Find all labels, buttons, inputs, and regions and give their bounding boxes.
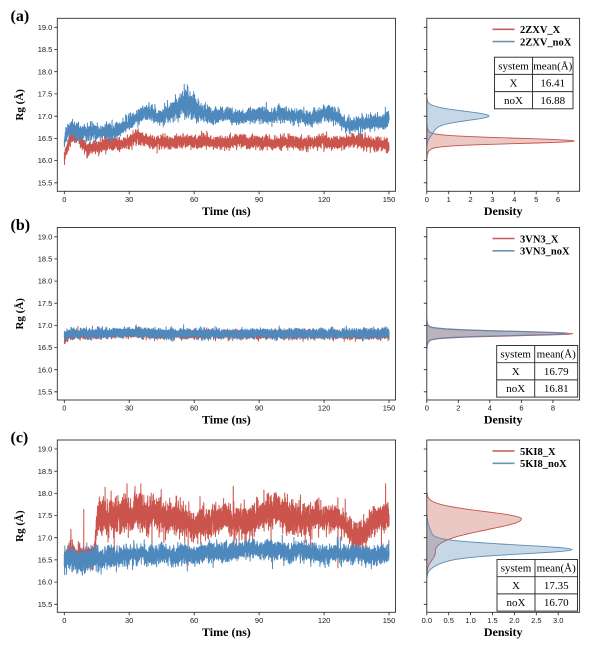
svg-text:150: 150 — [383, 616, 396, 625]
svg-text:Density: Density — [484, 625, 523, 639]
svg-text:16.0: 16.0 — [38, 156, 53, 165]
svg-text:mean(Å): mean(Å) — [533, 60, 572, 72]
svg-text:150: 150 — [383, 404, 396, 413]
svg-text:5KI8_noX: 5KI8_noX — [520, 459, 567, 470]
svg-text:17.0: 17.0 — [38, 533, 53, 542]
svg-text:(a): (a) — [11, 8, 30, 25]
svg-text:Rg (Å): Rg (Å) — [14, 510, 26, 542]
svg-text:30: 30 — [125, 404, 133, 413]
svg-text:18.0: 18.0 — [38, 67, 53, 76]
svg-text:3.0: 3.0 — [553, 616, 563, 625]
svg-text:3: 3 — [490, 195, 494, 204]
svg-text:5KI8_X: 5KI8_X — [520, 447, 556, 458]
svg-text:16.5: 16.5 — [38, 556, 53, 565]
svg-text:2: 2 — [456, 404, 460, 413]
svg-text:6: 6 — [519, 404, 523, 413]
svg-text:mean(Å): mean(Å) — [537, 349, 576, 361]
svg-text:X: X — [512, 580, 520, 592]
svg-text:3VN3_X: 3VN3_X — [520, 234, 559, 245]
svg-text:Rg (Å): Rg (Å) — [14, 298, 26, 330]
svg-text:18.5: 18.5 — [38, 45, 53, 54]
svg-text:17.35: 17.35 — [544, 580, 569, 592]
svg-text:Density: Density — [484, 413, 523, 427]
svg-text:5: 5 — [534, 195, 538, 204]
svg-text:17.0: 17.0 — [38, 112, 53, 121]
svg-text:16.0: 16.0 — [38, 578, 53, 587]
svg-text:Time (ns): Time (ns) — [202, 625, 251, 639]
svg-text:18.5: 18.5 — [38, 255, 53, 264]
svg-text:16.88: 16.88 — [540, 95, 565, 107]
svg-text:0.0: 0.0 — [422, 616, 432, 625]
svg-text:16.79: 16.79 — [544, 366, 569, 378]
svg-text:1.5: 1.5 — [487, 616, 497, 625]
svg-text:Rg (Å): Rg (Å) — [14, 89, 26, 121]
svg-text:30: 30 — [125, 616, 133, 625]
svg-text:30: 30 — [125, 195, 133, 204]
svg-text:Time (ns): Time (ns) — [202, 204, 251, 218]
svg-text:Time (ns): Time (ns) — [202, 413, 251, 427]
svg-text:Density: Density — [484, 204, 523, 218]
svg-text:1.0: 1.0 — [465, 616, 475, 625]
svg-text:17.5: 17.5 — [38, 511, 53, 520]
svg-text:16.81: 16.81 — [544, 383, 569, 395]
svg-text:system: system — [498, 60, 529, 72]
svg-text:120: 120 — [318, 404, 331, 413]
svg-text:0.5: 0.5 — [443, 616, 453, 625]
svg-text:17.0: 17.0 — [38, 321, 53, 330]
svg-text:90: 90 — [255, 195, 263, 204]
svg-text:16.0: 16.0 — [38, 365, 53, 374]
svg-text:18.5: 18.5 — [38, 467, 53, 476]
svg-text:8: 8 — [551, 404, 555, 413]
svg-text:60: 60 — [190, 195, 198, 204]
svg-text:120: 120 — [318, 616, 331, 625]
svg-text:noX: noX — [506, 383, 525, 395]
svg-text:X: X — [512, 366, 520, 378]
svg-text:(c): (c) — [11, 430, 29, 447]
svg-text:60: 60 — [190, 616, 198, 625]
svg-text:16.5: 16.5 — [38, 343, 53, 352]
svg-text:2.5: 2.5 — [531, 616, 541, 625]
svg-text:3VN3_noX: 3VN3_noX — [520, 247, 570, 258]
svg-text:90: 90 — [255, 616, 263, 625]
svg-text:60: 60 — [190, 404, 198, 413]
svg-text:19.0: 19.0 — [38, 232, 53, 241]
svg-text:mean(Å): mean(Å) — [537, 563, 576, 575]
svg-text:0: 0 — [62, 195, 66, 204]
svg-text:0: 0 — [62, 404, 66, 413]
svg-text:2: 2 — [469, 195, 473, 204]
svg-text:17.5: 17.5 — [38, 90, 53, 99]
svg-text:150: 150 — [383, 195, 396, 204]
svg-text:19.0: 19.0 — [38, 23, 53, 32]
svg-text:X: X — [510, 78, 518, 90]
svg-text:noX: noX — [504, 95, 523, 107]
svg-text:0: 0 — [62, 616, 66, 625]
svg-text:0: 0 — [425, 195, 429, 204]
svg-text:noX: noX — [507, 597, 526, 609]
svg-text:6: 6 — [556, 195, 560, 204]
svg-text:90: 90 — [255, 404, 263, 413]
svg-text:2.0: 2.0 — [509, 616, 519, 625]
svg-text:18.0: 18.0 — [38, 277, 53, 286]
svg-text:4: 4 — [512, 195, 516, 204]
svg-text:(b): (b) — [11, 217, 31, 234]
svg-text:15.5: 15.5 — [38, 178, 53, 187]
svg-text:system: system — [500, 349, 531, 361]
svg-text:4: 4 — [488, 404, 492, 413]
svg-text:17.5: 17.5 — [38, 299, 53, 308]
svg-text:15.5: 15.5 — [38, 387, 53, 396]
svg-text:system: system — [501, 563, 532, 575]
svg-text:16.70: 16.70 — [544, 597, 569, 609]
svg-text:15.5: 15.5 — [38, 600, 53, 609]
svg-text:16.41: 16.41 — [540, 78, 565, 90]
svg-text:2ZXV_noX: 2ZXV_noX — [520, 38, 572, 49]
svg-text:16.5: 16.5 — [38, 134, 53, 143]
svg-text:18.0: 18.0 — [38, 489, 53, 498]
svg-text:1: 1 — [447, 195, 451, 204]
svg-text:19.0: 19.0 — [38, 445, 53, 454]
svg-text:120: 120 — [318, 195, 331, 204]
svg-text:0: 0 — [425, 404, 429, 413]
svg-text:2ZXV_X: 2ZXV_X — [520, 25, 561, 36]
